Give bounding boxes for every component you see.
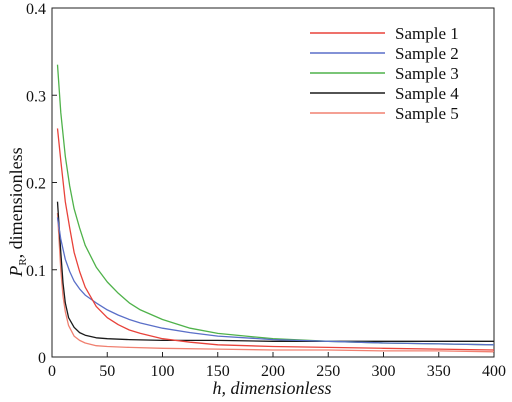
y-axis-label-subscript: R xyxy=(17,258,29,266)
y-tick-label: 0.2 xyxy=(26,176,46,193)
legend-label-sample-1: Sample 1 xyxy=(395,24,459,43)
x-axis-label: h, dimensionless xyxy=(213,378,332,398)
x-tick-label: 100 xyxy=(151,363,175,380)
y-axis-label-text: , dimensionless xyxy=(6,147,26,258)
x-tick-label: 50 xyxy=(99,363,115,380)
series-line-sample-4 xyxy=(56,201,494,342)
y-axis-label-symbol: P xyxy=(6,266,26,278)
series-layer xyxy=(56,64,495,353)
y-axis-label: PR, dimensionless xyxy=(6,147,29,277)
x-tick-label: 150 xyxy=(206,363,230,380)
y-tick-label: 0.4 xyxy=(26,1,46,18)
series-line-sample-2 xyxy=(56,217,495,346)
legend-label-sample-5: Sample 5 xyxy=(395,104,459,123)
y-tick-label: 0.3 xyxy=(26,88,46,105)
x-tick-label: 300 xyxy=(372,363,396,380)
y-tick-label: 0 xyxy=(38,350,46,367)
x-axis-ticks: 0 50 100 150 200 250 300 350 400 xyxy=(48,352,506,380)
x-tick-label: 350 xyxy=(427,363,451,380)
x-tick-label: 200 xyxy=(261,363,285,380)
series-line-sample-1 xyxy=(56,128,495,351)
legend-label-sample-4: Sample 4 xyxy=(395,84,459,103)
legend-label-sample-2: Sample 2 xyxy=(395,44,459,63)
x-tick-label: 400 xyxy=(482,363,506,380)
y-tick-label: 0.1 xyxy=(26,263,46,280)
y-axis-ticks: 0 0.1 0.2 0.3 0.4 xyxy=(26,1,57,367)
series-line-sample-5 xyxy=(56,212,495,353)
x-tick-label: 0 xyxy=(48,363,56,380)
legend-label-sample-3: Sample 3 xyxy=(395,64,459,83)
x-tick-label: 250 xyxy=(316,363,340,380)
